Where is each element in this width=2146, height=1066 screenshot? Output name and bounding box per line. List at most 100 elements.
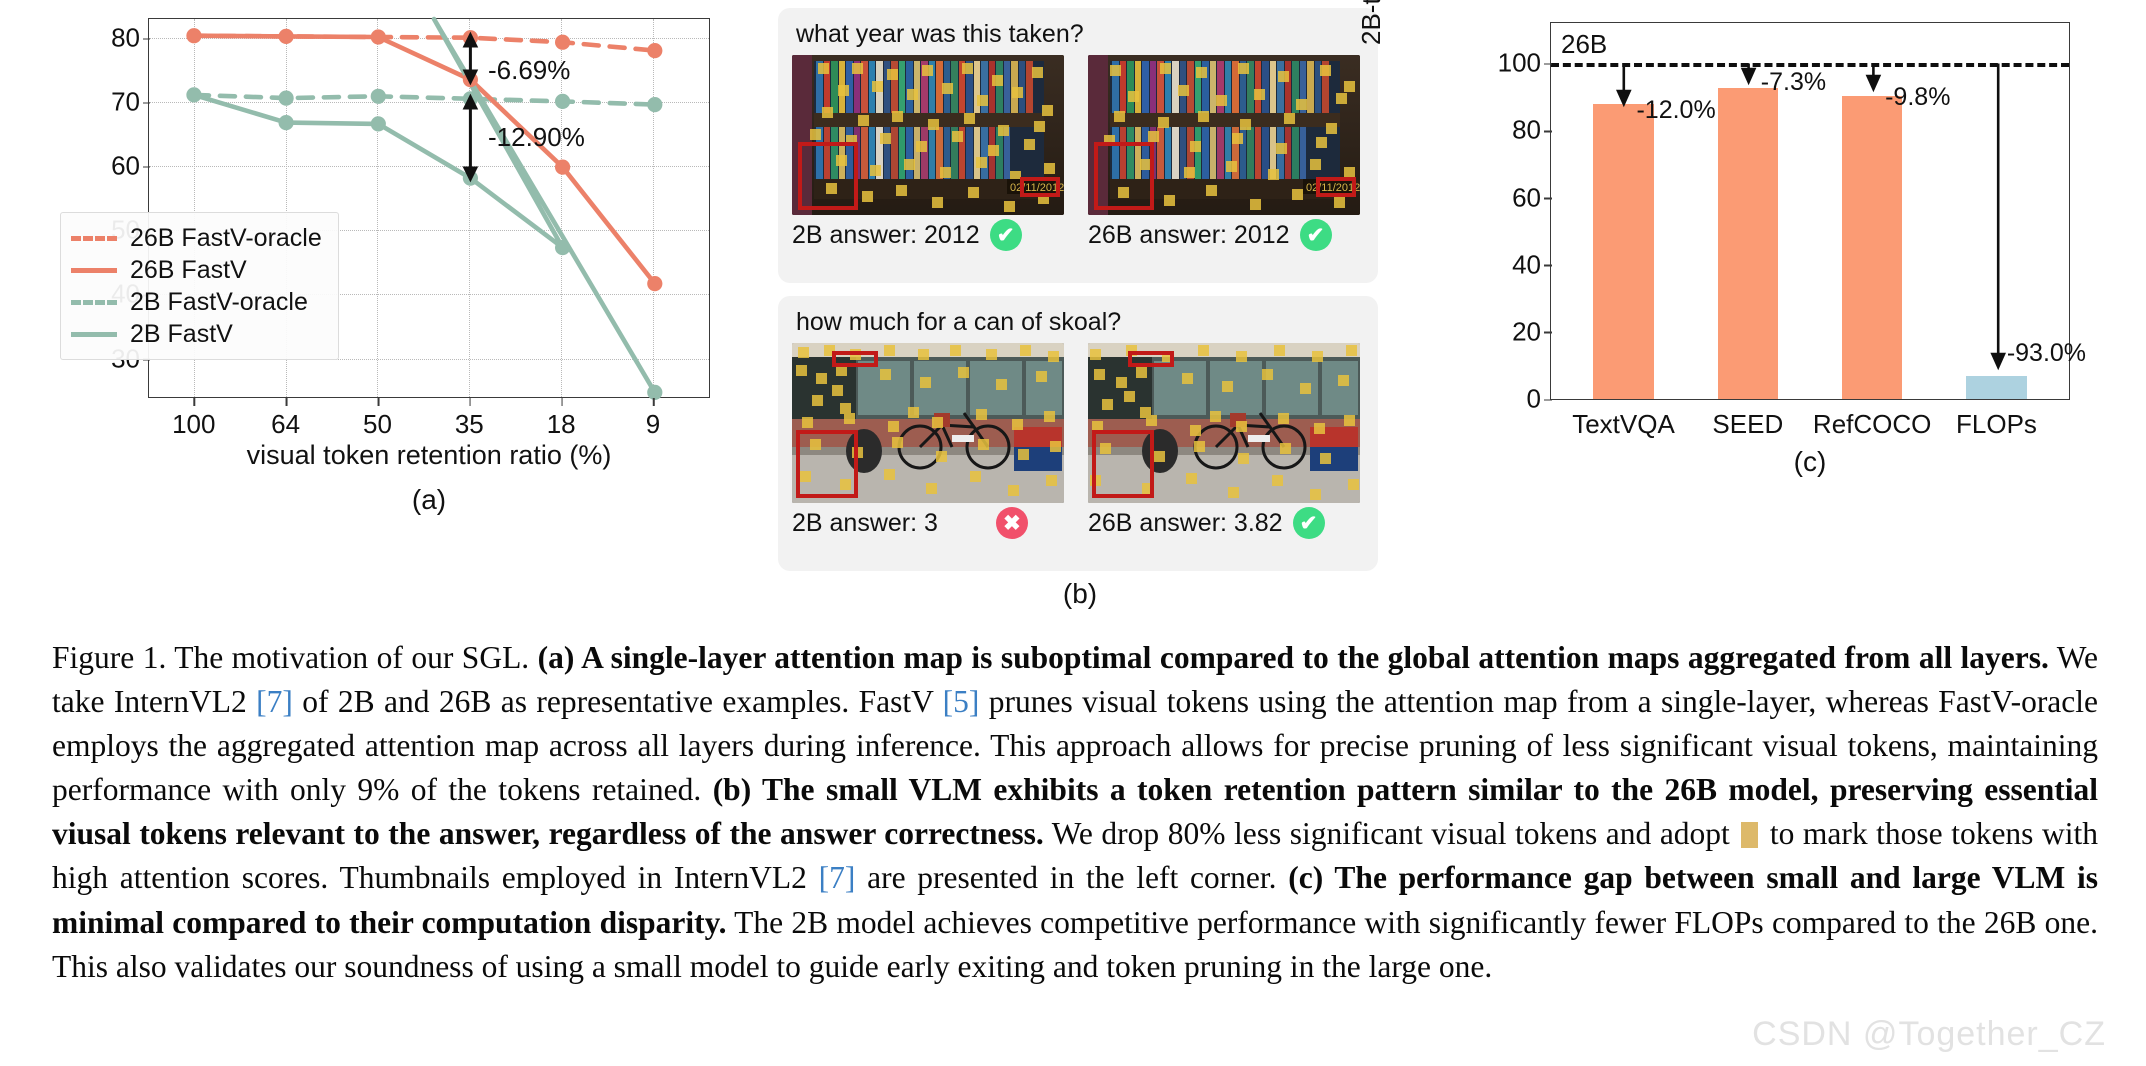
legend-swatch-solid-green-icon [71,331,117,337]
example-2-left-caption: 2B answer: 3 ✖ [792,507,1064,539]
example-1-left-thumbnail: 02/11/2012 [792,55,1064,215]
panel-a-xtick-50: 50 [363,398,392,439]
legend-swatch-dashed-green-icon [71,299,117,305]
panel-c-tag: (c) [1793,446,1827,477]
gridline-x-35 [469,19,471,397]
legend-item-2b-fastv[interactable]: 2B FastV [71,318,322,350]
example-1-right: 02/11/2012 26B answer: 2012 ✔ [1088,55,1360,251]
gridline-50 [149,230,709,232]
panel-c-annotation-svg [1615,63,2007,371]
drop-label-flops: -93.0% [2006,338,2087,367]
answer-region-box [1316,177,1356,197]
panel-c-y-axis-label: 2B-to-26B ratio (%) [1356,0,1387,45]
gridline-x-9 [653,19,654,397]
panel-a-line-chart: TextVQA score [0,0,760,630]
caption-a-tag: (a) [537,640,575,675]
thumbnail-crop-box [796,430,858,498]
panel-c-ytick-0: 0 [1526,383,1553,414]
panel-c-plot-area: 26B -12.0% - [1498,22,2086,439]
panel-c-xtick-flops: FLOPs [1956,409,2037,439]
token-overlay [810,63,1055,212]
legend-swatch-solid-salmon-icon [71,267,117,273]
panel-a-xtick-64: 64 [271,398,301,439]
panel-a-annotation-2b: -12.90% [488,122,585,152]
example-1-left-caption: 2B answer: 2012 ✔ [792,219,1064,251]
example-2-right-caption: 26B answer: 3.82 ✔ [1088,507,1360,539]
panel-a-xtick-100: 100 [172,398,216,439]
series-26b-fastv [191,33,658,286]
panel-a-xtick-18: 18 [546,398,576,439]
example-2-question: how much for a can of skoal? [796,308,1122,336]
bar-textvqa [1593,103,1654,399]
gridline-40 [149,294,709,296]
example-2-left-answer: 2B answer: 3 [792,508,938,537]
example-1-left-answer: 2B answer: 2012 [792,220,980,249]
example-1-right-answer: 26B answer: 2012 [1088,220,1290,249]
gridline-70 [149,102,709,104]
answer-region-box [832,351,878,367]
annotation-arrow-2b [462,93,479,183]
figure-caption: Figure 1. The motivation of our SGL. (a)… [52,636,2098,989]
citation-7-a[interactable]: [7] [256,684,293,720]
example-2-right-thumbnail [1088,343,1360,503]
example-1-question: what year was this taken? [796,20,1084,48]
panel-c-xtick-seed: SEED [1712,409,1784,439]
bar-flops [1966,375,2027,399]
legend-item-26b-fastv[interactable]: 26B FastV [71,254,322,286]
drop-label-refcoco: -9.8% [1885,83,1951,112]
panel-a-tag: (a) [411,484,447,515]
reference-line-26b [1551,63,2069,68]
bar-seed [1717,87,1778,399]
panel-a-annotation-26b: -6.69% [488,55,571,85]
caption-b-bold: The small VLM exhibits a token retention… [52,772,2098,852]
panel-b-tag: (b) [1062,578,1098,609]
example-2-left-thumbnail [792,343,1064,503]
caption-a-text-2: of 2B and 26B as representative examples… [292,684,943,720]
example-2-right: 26B answer: 3.82 ✔ [1088,343,1360,539]
panel-a-legend: 26B FastV-oracle 26B FastV 2B FastV-orac… [60,212,339,360]
legend-swatch-dashed-salmon-icon [71,235,117,241]
gridline-x-18 [561,19,563,397]
caption-b-tag: (b) [712,772,752,808]
panel-c-ytick-80: 80 [1512,114,1552,145]
drop-label-seed: -7.3% [1760,68,1827,97]
legend-item-26b-fastv-oracle[interactable]: 26B FastV-oracle [71,222,322,254]
answer-region-box [1128,351,1174,367]
panel-a-xtick-9: 9 [645,398,661,439]
panel-c-xtick-textvqa: TextVQA [1572,409,1675,439]
reference-line-label: 26B [1561,28,1608,59]
panel-a-ytick-80: 80 [111,22,150,53]
legend-item-2b-fastv-oracle[interactable]: 2B FastV-oracle [71,286,322,318]
series-2b-fastv-oracle-markers [186,87,663,113]
panel-b-qualitative-examples: what year was this taken? [760,0,1400,630]
gridline-x-100 [193,19,195,397]
caption-prefix: Figure 1. The motivation of our SGL. [52,640,538,675]
panel-a-xtick-35: 35 [454,398,484,439]
watermark: CSDN @Together_CZ [1752,1015,2106,1053]
example-1-right-caption: 26B answer: 2012 ✔ [1088,219,1360,251]
caption-b-text-3: are presented in the left corner. [855,860,1289,896]
caption-b-text-2: to mark those tokens with high attention… [52,816,2098,896]
annotation-arrow-26b [462,31,479,86]
caption-a-text-3: prunes visual tokens using the attention… [52,684,2099,808]
token-color-swatch-icon [1741,822,1759,849]
panel-c-bar-chart: 2B-to-26B ratio (%) 26B [1356,0,2146,630]
check-icon: ✔ [989,219,1022,251]
example-2-right-answer: 26B answer: 3.82 [1088,508,1283,537]
example-2-left: 2B answer: 3 ✖ [792,343,1064,539]
caption-a-bold: A single-layer attention map is suboptim… [574,640,2049,675]
citation-5[interactable]: [5] [942,684,980,720]
gridline-x-64 [285,19,287,397]
series-2b-fastv-oracle [191,92,658,107]
caption-c-tag: (c) [1288,860,1324,896]
thumbnail-crop-box [798,142,858,210]
caption-c-bold: The performance gap between small and la… [52,860,2098,940]
panel-c-ytick-60: 60 [1512,182,1552,213]
panel-c-xtick-refcoco: RefCOCO [1812,409,1932,439]
panel-c-ytick-40: 40 [1512,249,1552,280]
gridline-x-50 [377,19,379,397]
answer-region-box [1020,177,1060,197]
example-1-right-thumbnail: 02/11/2012 [1088,55,1360,215]
citation-7-b[interactable]: [7] [818,860,856,896]
thumbnail-crop-box [1092,430,1154,498]
